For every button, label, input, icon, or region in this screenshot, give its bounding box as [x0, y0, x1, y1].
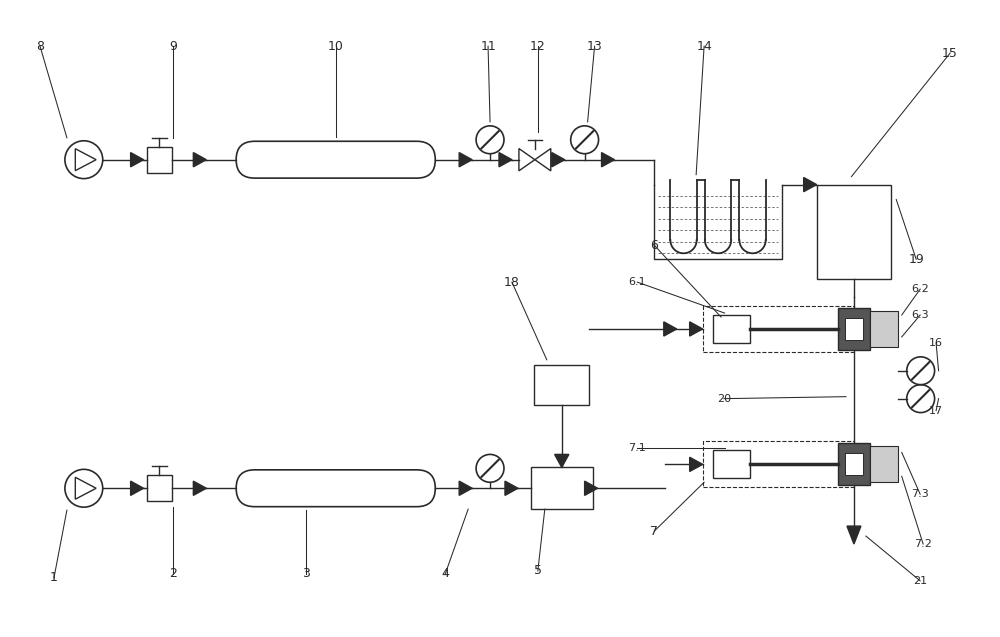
Polygon shape: [690, 457, 703, 471]
Polygon shape: [505, 481, 518, 496]
Text: 4: 4: [441, 568, 449, 580]
Text: 17: 17: [929, 406, 943, 415]
Polygon shape: [602, 153, 614, 167]
Polygon shape: [131, 481, 144, 496]
Polygon shape: [459, 153, 472, 167]
Text: 20: 20: [717, 394, 731, 404]
Text: 8: 8: [36, 39, 44, 53]
Text: 18: 18: [504, 276, 520, 289]
Text: 13: 13: [587, 39, 602, 53]
Bar: [845, 454, 863, 475]
Text: 12: 12: [530, 39, 546, 53]
Text: 10: 10: [328, 39, 344, 53]
Bar: [147, 147, 172, 173]
Bar: [703, 441, 854, 487]
Text: 1: 1: [50, 571, 58, 584]
Polygon shape: [804, 178, 817, 192]
Text: 3: 3: [302, 568, 310, 580]
Bar: [845, 318, 863, 340]
Polygon shape: [555, 454, 569, 468]
Text: 6.1: 6.1: [629, 277, 646, 287]
Text: 15: 15: [942, 47, 958, 60]
Polygon shape: [552, 153, 565, 167]
Text: 19: 19: [908, 253, 924, 266]
Bar: [703, 306, 854, 352]
Polygon shape: [690, 322, 703, 336]
Polygon shape: [585, 481, 598, 496]
Bar: [713, 315, 750, 343]
Text: 21: 21: [913, 576, 927, 586]
Polygon shape: [193, 153, 206, 167]
Bar: [713, 450, 750, 478]
Polygon shape: [664, 322, 677, 336]
Polygon shape: [459, 481, 472, 496]
Bar: [534, 365, 589, 404]
Text: 6: 6: [650, 239, 658, 252]
Bar: [838, 308, 870, 350]
Polygon shape: [131, 153, 144, 167]
Polygon shape: [847, 526, 861, 544]
Polygon shape: [499, 153, 512, 167]
Text: 7.2: 7.2: [914, 539, 932, 549]
Text: 5: 5: [534, 564, 542, 577]
Text: 7.3: 7.3: [911, 489, 929, 499]
Bar: [147, 475, 172, 501]
Bar: [838, 443, 870, 485]
Polygon shape: [193, 481, 206, 496]
Text: 7: 7: [650, 524, 658, 538]
Text: 7.1: 7.1: [629, 443, 646, 454]
Bar: [817, 185, 891, 279]
Text: 16: 16: [929, 338, 943, 348]
Text: 14: 14: [696, 39, 712, 53]
Text: 11: 11: [480, 39, 496, 53]
Bar: [531, 468, 593, 509]
Text: 6.2: 6.2: [911, 284, 929, 294]
Bar: [870, 447, 898, 482]
Text: 6.3: 6.3: [911, 310, 929, 320]
Text: 2: 2: [169, 568, 177, 580]
Bar: [870, 311, 898, 347]
Text: 9: 9: [169, 39, 177, 53]
